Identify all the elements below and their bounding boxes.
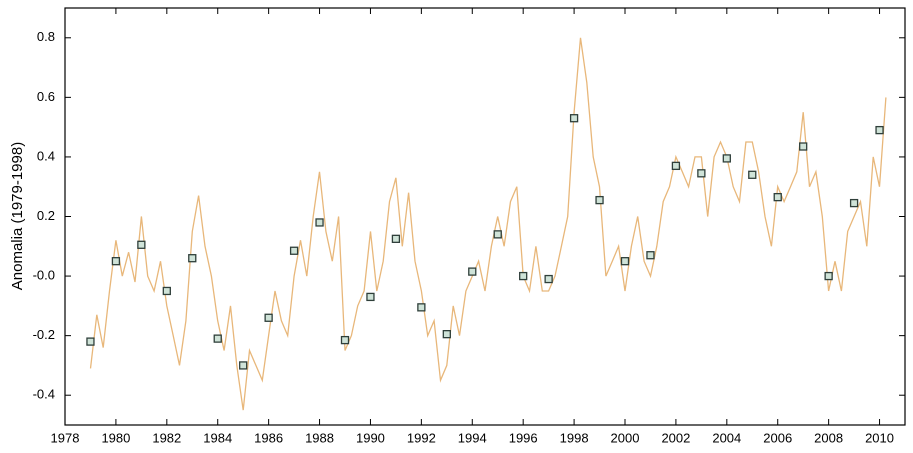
yearly-marker (849, 198, 859, 208)
yearly-marker (544, 274, 553, 284)
yearly-marker (671, 161, 681, 171)
yearly-marker (569, 114, 579, 123)
x-tick-label: 1990 (356, 430, 385, 445)
plot-frame (64, 7, 906, 426)
x-tick-label: 2006 (763, 430, 792, 445)
yearly-marker (824, 271, 833, 281)
yearly-marker (417, 303, 426, 312)
yearly-marker (289, 246, 299, 255)
yearly-marker (188, 254, 197, 263)
x-tick-label: 1996 (509, 430, 538, 445)
yearly-marker (239, 361, 248, 370)
yearly-marker (773, 192, 782, 202)
yearly-marker (391, 234, 401, 243)
yearly-marker (315, 218, 324, 227)
yearly-marker (646, 251, 655, 260)
yearly-marker (799, 142, 808, 151)
x-tick-label: 1984 (203, 430, 232, 445)
x-tick-label: 2000 (611, 430, 640, 445)
yearly-marker (620, 257, 630, 266)
x-tick-label: 2002 (661, 430, 690, 445)
x-tick-label: 2010 (865, 430, 894, 445)
yearly-marker (86, 337, 95, 346)
yearly-marker (519, 271, 528, 281)
monthly-line (89, 37, 887, 411)
yearly-marker (442, 330, 451, 339)
x-tick-label: 2004 (712, 430, 741, 445)
y-tick-label: -0.2 (33, 327, 55, 342)
y-tick-label: 0.8 (37, 29, 55, 44)
yearly-marker (468, 267, 477, 276)
y-tick-label: 0.2 (37, 208, 55, 223)
yearly-marker (366, 292, 375, 302)
yearly-marker (697, 169, 706, 178)
yearly-marker (875, 125, 884, 135)
x-tick-label: 1992 (407, 430, 436, 445)
x-tick-label: 1978 (51, 430, 80, 445)
y-axis-label: Anomalia (1979-1998) (9, 142, 26, 290)
x-tick-label: 1994 (458, 430, 487, 445)
x-tick-label: 1988 (305, 430, 334, 445)
yearly-marker (213, 334, 222, 343)
x-tick-label: 1980 (101, 430, 130, 445)
yearly-marker (111, 257, 121, 266)
y-tick-label: -0.0 (33, 268, 55, 283)
yearly-marker (162, 286, 171, 296)
yearly-marker (748, 170, 757, 179)
y-tick-label: 0.6 (37, 89, 55, 104)
x-tick-label: 2008 (814, 430, 843, 445)
yearly-marker (264, 313, 273, 322)
x-tick-label: 1998 (560, 430, 589, 445)
x-tick-label: 1986 (254, 430, 283, 445)
yearly-marker (340, 335, 350, 345)
yearly-marker (595, 195, 604, 205)
yearly-marker (137, 240, 146, 249)
x-tick-label: 1982 (152, 430, 181, 445)
yearly-marker (722, 154, 731, 163)
y-tick-label: 0.4 (37, 148, 55, 163)
yearly-marker (493, 230, 502, 239)
y-tick-label: -0.4 (33, 387, 55, 402)
